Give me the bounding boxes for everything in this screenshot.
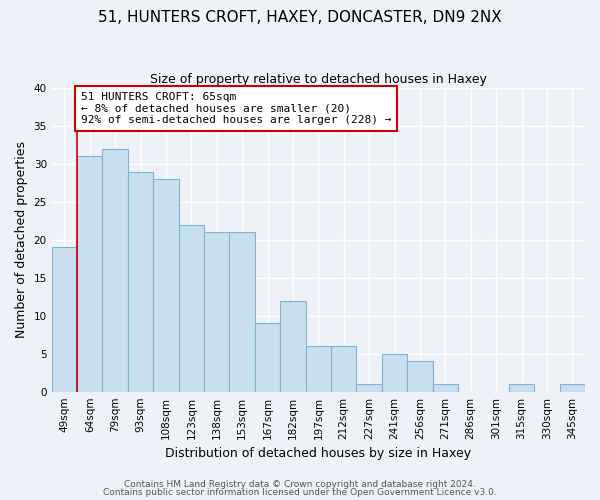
Bar [382,354,407,392]
Bar [305,346,331,392]
Text: Contains public sector information licensed under the Open Government Licence v3: Contains public sector information licen… [103,488,497,497]
Bar [407,362,433,392]
Bar [204,232,229,392]
Y-axis label: Number of detached properties: Number of detached properties [15,142,28,338]
Bar [128,172,153,392]
Bar [77,156,103,392]
Bar [255,324,280,392]
Text: 51, HUNTERS CROFT, HAXEY, DONCASTER, DN9 2NX: 51, HUNTERS CROFT, HAXEY, DONCASTER, DN9… [98,10,502,25]
Bar [280,300,305,392]
Bar [229,232,255,392]
Bar [103,149,128,392]
Title: Size of property relative to detached houses in Haxey: Size of property relative to detached ho… [150,72,487,86]
Bar [153,179,179,392]
Bar [433,384,458,392]
Text: 51 HUNTERS CROFT: 65sqm
← 8% of detached houses are smaller (20)
92% of semi-det: 51 HUNTERS CROFT: 65sqm ← 8% of detached… [81,92,391,125]
Bar [509,384,534,392]
Bar [356,384,382,392]
Bar [331,346,356,392]
Bar [560,384,585,392]
Text: Contains HM Land Registry data © Crown copyright and database right 2024.: Contains HM Land Registry data © Crown c… [124,480,476,489]
Bar [52,248,77,392]
X-axis label: Distribution of detached houses by size in Haxey: Distribution of detached houses by size … [165,447,472,460]
Bar [179,224,204,392]
